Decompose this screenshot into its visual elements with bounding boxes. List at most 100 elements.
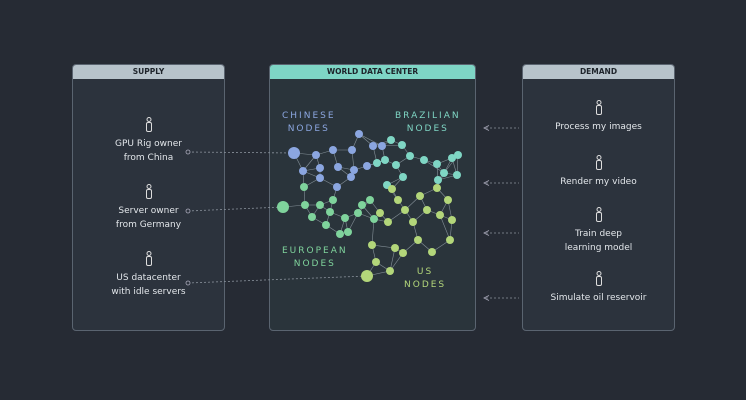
network-node <box>391 244 399 252</box>
network-node <box>414 236 422 244</box>
network-node <box>366 196 374 204</box>
supply-title: SUPPLY <box>73 65 224 79</box>
center-title: WORLD DATA CENTER <box>270 65 475 79</box>
network-node <box>369 142 377 150</box>
network-node <box>444 196 452 204</box>
demand-label: Render my video <box>560 177 637 187</box>
region-label-brazilian: BRAZILIAN NODES <box>395 111 461 134</box>
network-node <box>376 209 384 217</box>
connector-endpoint <box>185 280 191 286</box>
network-node <box>433 160 441 168</box>
network-node <box>399 249 407 257</box>
network-node <box>416 192 424 200</box>
network-node <box>436 211 444 219</box>
person-icon <box>145 117 152 132</box>
network-node <box>448 216 456 224</box>
network-node <box>326 208 334 216</box>
network-node <box>378 142 386 150</box>
network-node <box>454 151 462 159</box>
network-node <box>329 196 337 204</box>
network-node <box>387 136 395 144</box>
node-edge <box>371 218 375 246</box>
demand-label: Process my images <box>555 122 642 132</box>
network-node <box>333 183 341 191</box>
network-node <box>446 236 454 244</box>
network-node <box>312 151 320 159</box>
network-node <box>316 201 324 209</box>
network-node <box>299 167 307 175</box>
arrow-icon <box>483 295 490 301</box>
supply-connector <box>187 206 284 212</box>
arrow-icon <box>483 180 490 186</box>
person-icon <box>595 155 602 170</box>
demand-label: Train deep learning model <box>564 229 633 253</box>
network-node <box>428 248 436 256</box>
network-node <box>322 221 330 229</box>
network-node <box>388 185 396 193</box>
network-node <box>409 218 417 226</box>
connector-endpoint <box>185 149 191 155</box>
network-node <box>370 215 378 223</box>
person-icon <box>595 100 602 115</box>
network-node <box>423 206 431 214</box>
demand-title: DEMAND <box>523 65 674 79</box>
network-node <box>354 209 362 217</box>
region-label-chinese: CHINESE NODES <box>282 111 336 134</box>
demand-item-deep-learning: Train deep learning model <box>523 207 674 255</box>
network-node <box>355 130 363 138</box>
supply-connector <box>187 151 295 154</box>
demand-panel: DEMAND Process my images Render my video… <box>522 64 675 331</box>
network-node <box>386 267 394 275</box>
network-node <box>398 141 406 149</box>
region-label-us: US NODES <box>404 267 447 290</box>
demand-item-video: Render my video <box>523 155 674 189</box>
network-node <box>448 154 456 162</box>
network-node <box>301 201 309 209</box>
network-node <box>316 164 324 172</box>
person-icon <box>145 184 152 199</box>
supply-item-china: GPU Rig owner from China <box>73 117 224 165</box>
supply-item-germany: Server owner from Germany <box>73 184 224 232</box>
network-node <box>373 159 381 167</box>
demand-item-oil: Simulate oil reservoir <box>523 271 674 305</box>
supply-panel: SUPPLY GPU Rig owner from China Server o… <box>72 64 225 331</box>
network-node <box>347 173 355 181</box>
network-node <box>348 146 356 154</box>
network-node <box>300 183 308 191</box>
network-node <box>336 230 344 238</box>
supply-label: GPU Rig owner from China <box>115 139 182 163</box>
arrow-icon <box>483 230 490 236</box>
network-node <box>350 166 358 174</box>
network-node <box>392 161 400 169</box>
network-node <box>341 214 349 222</box>
region-label-european: EUROPEAN NODES <box>282 246 348 269</box>
network-node <box>344 228 352 236</box>
network-node <box>384 218 392 226</box>
demand-label: Simulate oil reservoir <box>550 293 647 303</box>
network-node <box>453 171 461 179</box>
network-node <box>308 213 316 221</box>
network-node <box>277 201 289 213</box>
network-node <box>361 270 373 282</box>
supply-label: US datacenter with idle servers <box>111 273 186 297</box>
network-node <box>329 146 337 154</box>
network-node <box>358 201 366 209</box>
network-node <box>394 196 402 204</box>
person-icon <box>595 271 602 286</box>
network-node <box>420 156 428 164</box>
network-node <box>368 241 376 249</box>
network-node <box>334 163 342 171</box>
node-edge <box>439 214 451 241</box>
network-node <box>401 206 409 214</box>
network-node <box>399 173 407 181</box>
person-icon <box>145 251 152 266</box>
demand-item-images: Process my images <box>523 100 674 134</box>
network-node <box>316 174 324 182</box>
supply-connector <box>187 275 368 284</box>
network-node <box>288 147 300 159</box>
connector-endpoint <box>185 208 191 214</box>
supply-label: Server owner from Germany <box>115 206 182 230</box>
arrow-icon <box>483 125 490 131</box>
network-node <box>406 152 414 160</box>
